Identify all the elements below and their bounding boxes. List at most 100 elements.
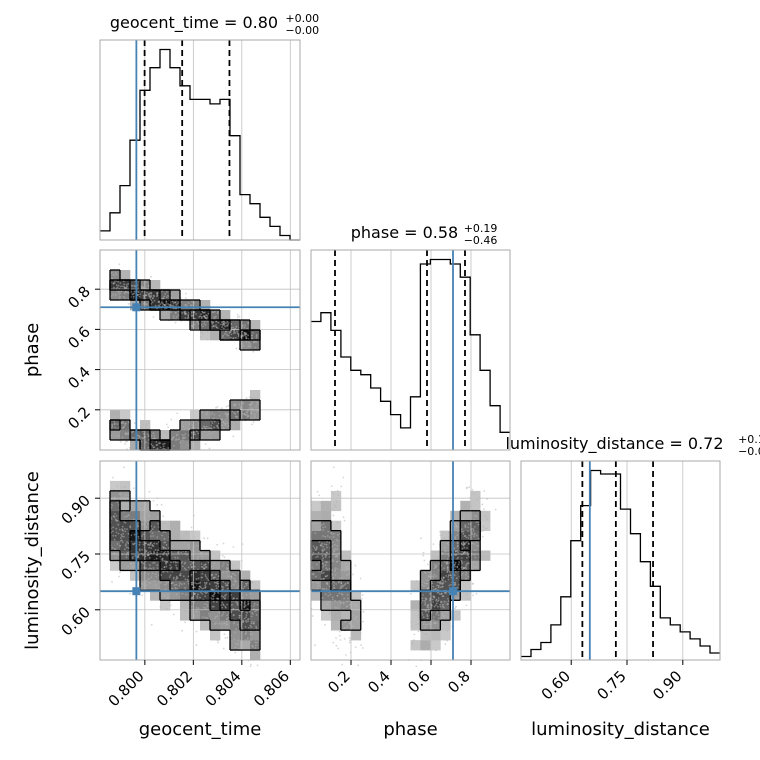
sample-point: [190, 526, 193, 529]
sample-point: [245, 630, 248, 633]
sample-point: [187, 566, 190, 569]
sample-point: [111, 423, 114, 426]
x-axis-label-luminosity_distance: luminosity_distance: [531, 719, 710, 740]
sample-point: [121, 529, 124, 531]
sample-point: [217, 575, 220, 578]
sample-point: [466, 562, 468, 565]
sample-point: [154, 549, 157, 551]
sample-point: [323, 587, 326, 590]
sample-point: [152, 316, 155, 318]
y-tick-phase: 0.6: [64, 323, 94, 353]
sample-point: [132, 430, 134, 433]
density-cell: [210, 600, 221, 611]
sample-point: [121, 436, 124, 439]
sample-point: [472, 565, 475, 568]
sample-point: [427, 563, 429, 566]
density-cell: [460, 500, 471, 512]
sample-point: [322, 523, 325, 526]
sample-point: [235, 347, 238, 350]
density-cell: [190, 530, 201, 541]
density-cell: [330, 580, 342, 591]
sample-point: [173, 576, 175, 579]
density-cell: [210, 570, 221, 581]
sample-point: [137, 300, 140, 303]
sample-point: [467, 554, 469, 556]
sample-point: [226, 316, 228, 319]
sample-point: [467, 542, 470, 545]
sample-point: [224, 418, 227, 421]
density-cell: [150, 550, 161, 561]
sample-point: [243, 602, 246, 604]
density-cell: [230, 420, 241, 431]
sample-point: [147, 573, 150, 576]
sample-point: [173, 584, 176, 587]
sample-point: [156, 567, 159, 569]
density-cell: [110, 550, 121, 561]
sample-point: [165, 311, 168, 313]
density-cell: [190, 550, 201, 561]
sample-point: [118, 263, 121, 266]
sample-point: [132, 556, 134, 558]
sample-point: [317, 551, 320, 554]
sample-point: [154, 573, 157, 575]
density-cell: [350, 590, 362, 601]
sample-point: [114, 426, 116, 429]
truth-marker: [132, 587, 141, 596]
sample-point: [148, 544, 151, 547]
sample-point: [223, 622, 225, 625]
sample-point: [235, 643, 238, 645]
sample-point: [227, 570, 230, 572]
sample-point: [347, 582, 349, 585]
sample-point: [206, 617, 209, 620]
sample-point: [411, 643, 413, 645]
sample-point: [137, 437, 140, 440]
density-cell: [180, 420, 191, 431]
sample-point: [351, 625, 354, 628]
sample-point: [329, 509, 331, 511]
sample-point: [210, 413, 213, 416]
sample-point: [245, 413, 247, 416]
sample-point: [331, 611, 334, 614]
sample-point: [436, 584, 439, 587]
x-tick-geocent_time: 0.802: [153, 667, 196, 710]
sample-point: [165, 561, 168, 563]
sample-point: [329, 513, 331, 515]
sample-point: [184, 561, 187, 564]
density-cell: [240, 590, 251, 601]
sample-point: [180, 562, 183, 565]
sample-point: [164, 547, 167, 550]
sample-point: [330, 503, 332, 505]
sample-point: [444, 550, 446, 553]
sample-point: [113, 416, 116, 419]
sample-point: [472, 594, 474, 597]
sample-point: [321, 563, 324, 565]
sample-point: [158, 301, 160, 303]
sample-point: [126, 440, 128, 443]
sample-point: [312, 581, 314, 584]
sample-point: [201, 593, 204, 595]
sample-point: [116, 423, 119, 425]
sample-point: [208, 615, 211, 617]
sample-point: [346, 626, 348, 628]
sample-point: [362, 610, 365, 613]
density-cell: [440, 540, 451, 551]
sample-point: [141, 286, 144, 289]
sample-point: [235, 416, 238, 419]
sample-point: [225, 593, 227, 596]
sample-point: [156, 504, 159, 506]
sample-point: [323, 543, 326, 546]
sample-point: [136, 551, 139, 554]
sample-point: [243, 603, 246, 606]
sample-point: [206, 338, 209, 341]
sample-point: [429, 592, 431, 595]
sample-point: [234, 580, 237, 583]
density-cell: [130, 520, 141, 531]
sample-point: [213, 605, 215, 608]
sample-point: [455, 577, 458, 580]
sample-point: [165, 296, 168, 299]
sample-point: [222, 611, 225, 614]
density-cell: [110, 270, 121, 281]
sample-point: [190, 311, 193, 314]
sample-point: [249, 633, 252, 636]
density-cell: [320, 510, 332, 522]
